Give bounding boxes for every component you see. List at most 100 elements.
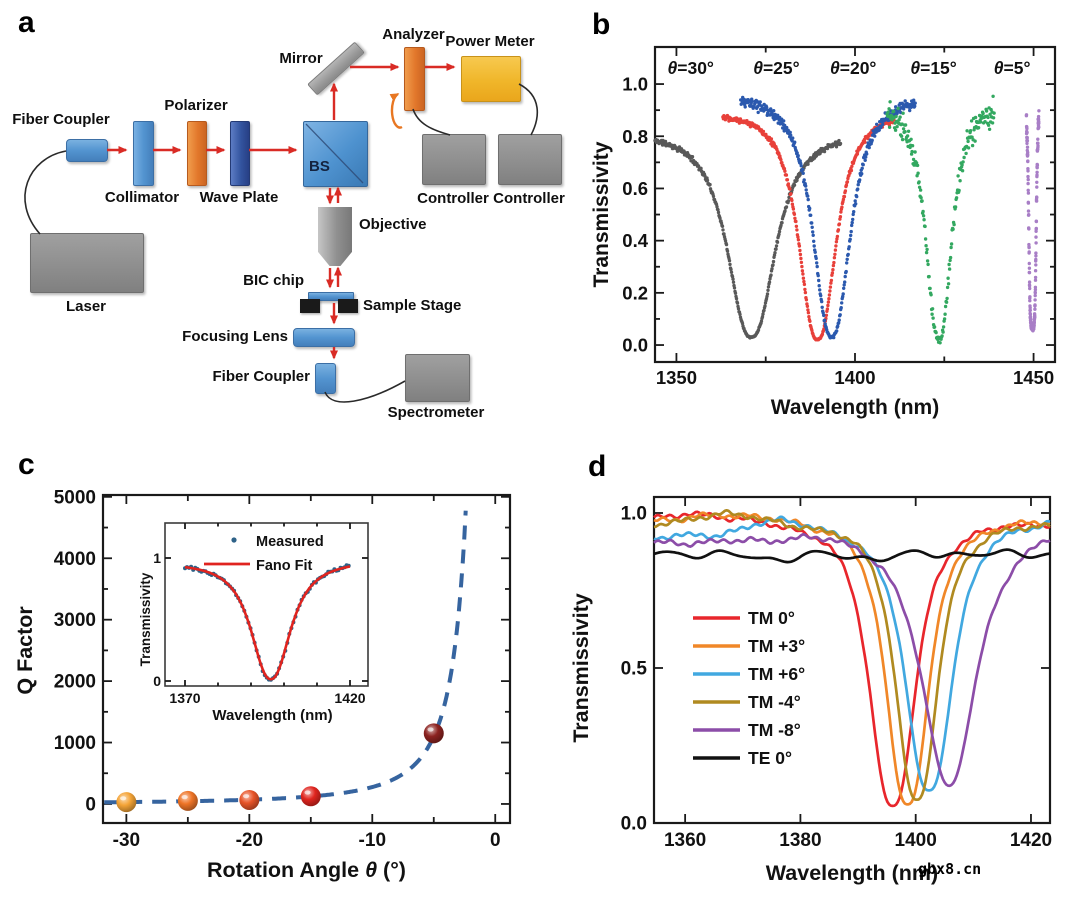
panel-d-chart: 1360 1380 1400 1420 0.0 0.5 1.0 Wavelength (nm)… [569, 495, 1052, 885]
panel-d-letter: d [588, 450, 607, 483]
fiber-coupler-2-label: Fiber Coupler [212, 368, 310, 385]
svg-text:0.0: 0.0 [622, 335, 648, 356]
svg-text:Fano Fit: Fano Fit [256, 558, 313, 574]
inset-legend: Measured Fano Fit [204, 534, 324, 574]
svg-text:5000: 5000 [54, 487, 96, 508]
svg-text:1.0: 1.0 [622, 74, 648, 95]
svg-text:4000: 4000 [54, 549, 96, 570]
panel-c-inset: 1370 1420 0 1 Wavelength (nm) Transmissivity M… [138, 522, 369, 724]
panel-d-series-0 [653, 510, 1051, 808]
panel-c-xlabel: Rotation Angle θ (°) [207, 858, 406, 882]
panel-c-chart: -30 -20 -10 0 0 1000 2000 3000 4000 5000 Q Factor R… [13, 487, 512, 882]
panel-b-letter: b [592, 8, 611, 41]
objective-shape [318, 207, 352, 266]
sample-stage-label: Sample Stage [363, 297, 462, 314]
polarizer-label: Polarizer [164, 97, 228, 114]
legend-entry-5: TE 0° [693, 748, 792, 768]
svg-text:θ=25°: θ=25° [753, 58, 799, 78]
bic-chip-label: BIC chip [243, 272, 304, 289]
svg-text:1450: 1450 [1013, 367, 1054, 388]
rotation-arrow-icon [389, 92, 403, 129]
watermark: gbx8.cn [918, 860, 982, 878]
svg-text:Wavelength (nm): Wavelength (nm) [766, 861, 938, 885]
controller-1-label: Controller [417, 190, 489, 207]
svg-text:2000: 2000 [54, 672, 96, 693]
svg-text:TM -8°: TM -8° [748, 720, 801, 740]
panel-c-letter: c [18, 448, 35, 481]
panel-a-diagram: a Fiber Coupler Laser Collimator Polariz… [0, 0, 585, 440]
controller-1-box [422, 134, 486, 185]
panel-d-axes: 1360 1380 1400 1420 0.0 0.5 1.0 Wavelength (nm)… [569, 495, 1052, 885]
controller-2-box [498, 134, 562, 185]
svg-text:Q Factor: Q Factor [13, 606, 37, 695]
panel-c-fit-curve [104, 510, 468, 805]
svg-text:TM +6°: TM +6° [748, 664, 805, 684]
svg-text:1400: 1400 [895, 830, 937, 851]
wave-plate-box [230, 121, 250, 186]
svg-text:-10: -10 [359, 830, 386, 851]
svg-text:1360: 1360 [664, 830, 706, 851]
panel-d-series-5 [653, 548, 1051, 564]
panel-d-series-4 [653, 533, 1051, 788]
svg-text:1.0: 1.0 [621, 503, 647, 524]
power-meter-box [461, 56, 521, 102]
svg-text:0.5: 0.5 [621, 658, 648, 679]
panel-b-axes: 1350 1400 1450 0.0 0.2 0.4 0.6 0.8 1.0 Wavelength… [590, 45, 1057, 419]
polarizer-box [187, 121, 207, 186]
legend-entry-1: TM +3° [693, 636, 805, 656]
beam-splitter-label: BS [309, 158, 330, 175]
svg-text:0.4: 0.4 [622, 230, 648, 251]
svg-text:0: 0 [85, 794, 96, 815]
controller-2-label: Controller [493, 190, 565, 207]
mirror-label: Mirror [279, 50, 323, 67]
focusing-lens-box [293, 328, 355, 347]
svg-text:Transmissivity: Transmissivity [590, 141, 613, 287]
svg-text:θ=20°: θ=20° [830, 58, 876, 78]
spectrometer-label: Spectrometer [387, 404, 485, 421]
panel-d-series-3 [653, 508, 1051, 802]
legend-entry-3: TM -4° [693, 692, 801, 712]
laser-label: Laser [65, 298, 107, 315]
legend-entry-4: TM -8° [693, 720, 801, 740]
bic-chip-bar [308, 292, 354, 301]
wave-plate-label: Wave Plate [199, 189, 279, 206]
svg-text:Wavelength (nm): Wavelength (nm) [771, 396, 939, 419]
svg-text:-20: -20 [236, 830, 263, 851]
beam-splitter-diagonal [305, 123, 364, 184]
panel-b-series-4 [1024, 109, 1041, 333]
panel-b-chart: 1350 1400 1450 0.0 0.2 0.4 0.6 0.8 1.0 Wavelength… [590, 45, 1057, 419]
fiber-coupler-label: Fiber Coupler [12, 111, 110, 128]
svg-text:Measured: Measured [256, 534, 324, 550]
panel-b-series-2 [739, 95, 917, 340]
panel-c-axes: -30 -20 -10 0 0 1000 2000 3000 4000 5000 Q Factor [13, 487, 512, 851]
panel-a-letter: a [18, 6, 35, 39]
panel-c-q-points [116, 723, 444, 813]
sample-stage-block-right [338, 299, 358, 313]
red-beam-arrows [107, 63, 456, 360]
objective-label: Objective [359, 216, 427, 233]
analyzer-box [404, 47, 425, 111]
svg-text:TM 0°: TM 0° [748, 608, 795, 628]
svg-text:3000: 3000 [54, 610, 96, 631]
analyzer-label: Analyzer [382, 26, 445, 43]
svg-text:1380: 1380 [779, 830, 821, 851]
svg-text:1370: 1370 [169, 690, 200, 706]
svg-text:0.2: 0.2 [622, 282, 648, 303]
panel-d-series-2 [653, 515, 1051, 792]
svg-text:1420: 1420 [1010, 830, 1052, 851]
svg-text:0: 0 [490, 830, 501, 851]
svg-text:1420: 1420 [334, 690, 365, 706]
sample-stage-block-left [300, 299, 320, 313]
panel-b-series-3 [885, 94, 996, 345]
svg-text:θ=5°: θ=5° [994, 58, 1031, 78]
svg-text:1400: 1400 [834, 367, 875, 388]
focusing-lens-label: Focusing Lens [182, 328, 288, 345]
legend-entry-0: TM 0° [693, 608, 795, 628]
laser-box [30, 233, 144, 293]
svg-text:Transmissivity: Transmissivity [569, 593, 593, 742]
svg-text:0.6: 0.6 [622, 178, 648, 199]
svg-text:TE 0°: TE 0° [748, 748, 792, 768]
svg-text:θ=30°: θ=30° [667, 58, 713, 78]
svg-text:TM -4°: TM -4° [748, 692, 801, 712]
